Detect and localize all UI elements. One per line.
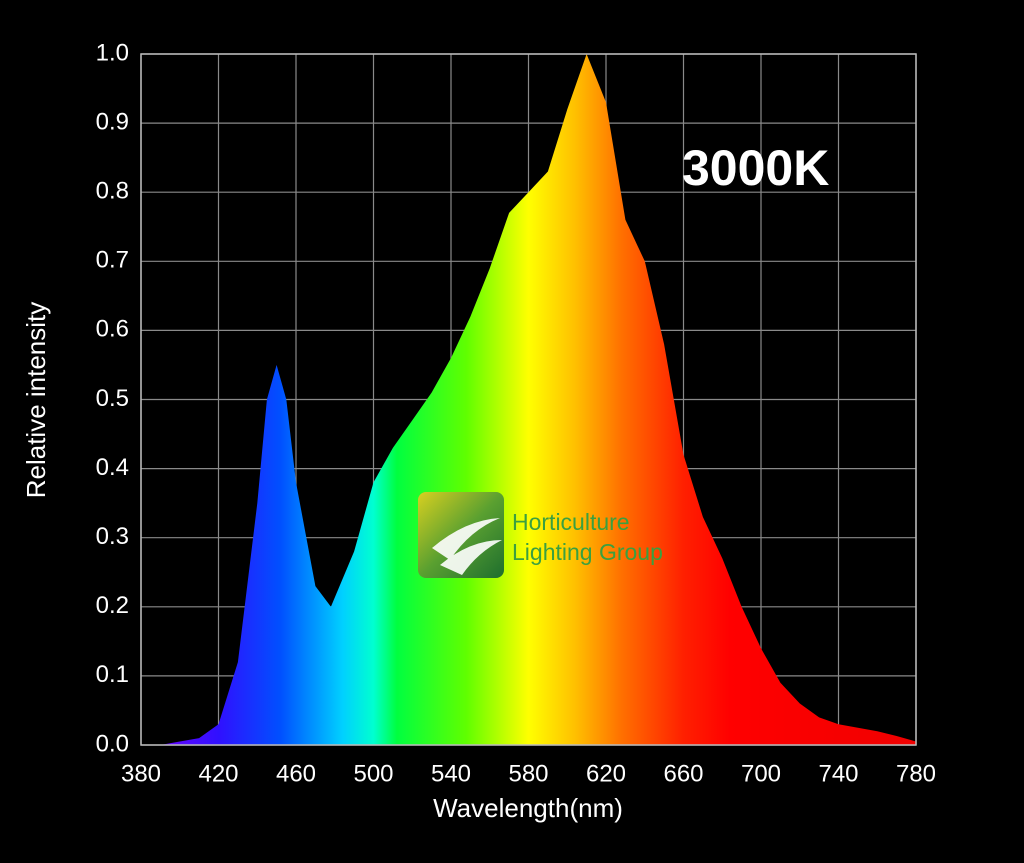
x-tick-label: 740 — [818, 760, 858, 787]
spectrum-area — [141, 54, 916, 745]
y-tick-label: 0.1 — [96, 661, 129, 688]
y-tick-label: 0.4 — [96, 454, 129, 481]
plot — [141, 54, 916, 745]
annotation: 3000K — [682, 140, 829, 196]
x-tick-label: 660 — [663, 760, 703, 787]
x-tick-label: 540 — [431, 760, 471, 787]
logo: Horticulture Lighting Group — [418, 492, 663, 578]
y-tick-label: 0.7 — [96, 247, 129, 274]
y-tick-label: 0.5 — [96, 385, 129, 412]
y-tick-label: 0.9 — [96, 108, 129, 135]
x-tick-label: 620 — [586, 760, 626, 787]
y-tick-label: 1.0 — [96, 39, 129, 66]
y-tick-label: 0.6 — [96, 316, 129, 343]
y-tick-label: 0.0 — [96, 730, 129, 757]
x-tick-label: 700 — [741, 760, 781, 787]
y-tick-label: 0.3 — [96, 523, 129, 550]
y-axis-label: Relative intensity — [21, 302, 51, 499]
x-tick-label: 380 — [121, 760, 161, 787]
x-tick-label: 420 — [198, 760, 238, 787]
y-tick-label: 0.2 — [96, 592, 129, 619]
x-tick-label: 500 — [353, 760, 393, 787]
logo-leaf — [432, 518, 502, 575]
x-tick-label: 580 — [508, 760, 548, 787]
logo-text: Lighting Group — [512, 539, 663, 565]
x-tick-label: 780 — [896, 760, 936, 787]
x-axis-label: Wavelength(nm) — [433, 793, 623, 823]
y-tick-label: 0.8 — [96, 178, 129, 205]
logo-text: Horticulture — [512, 509, 630, 535]
x-tick-label: 460 — [276, 760, 316, 787]
plot-frame — [140, 53, 917, 746]
